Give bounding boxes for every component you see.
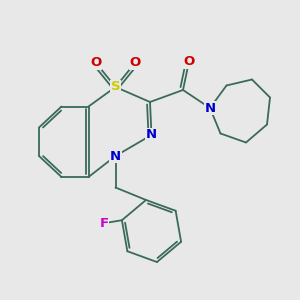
Text: N: N	[110, 149, 121, 163]
Text: O: O	[90, 56, 102, 70]
Text: O: O	[129, 56, 141, 70]
Text: N: N	[204, 101, 216, 115]
Text: F: F	[99, 217, 109, 230]
Text: N: N	[146, 128, 157, 142]
Text: O: O	[183, 55, 195, 68]
Text: S: S	[111, 80, 120, 94]
